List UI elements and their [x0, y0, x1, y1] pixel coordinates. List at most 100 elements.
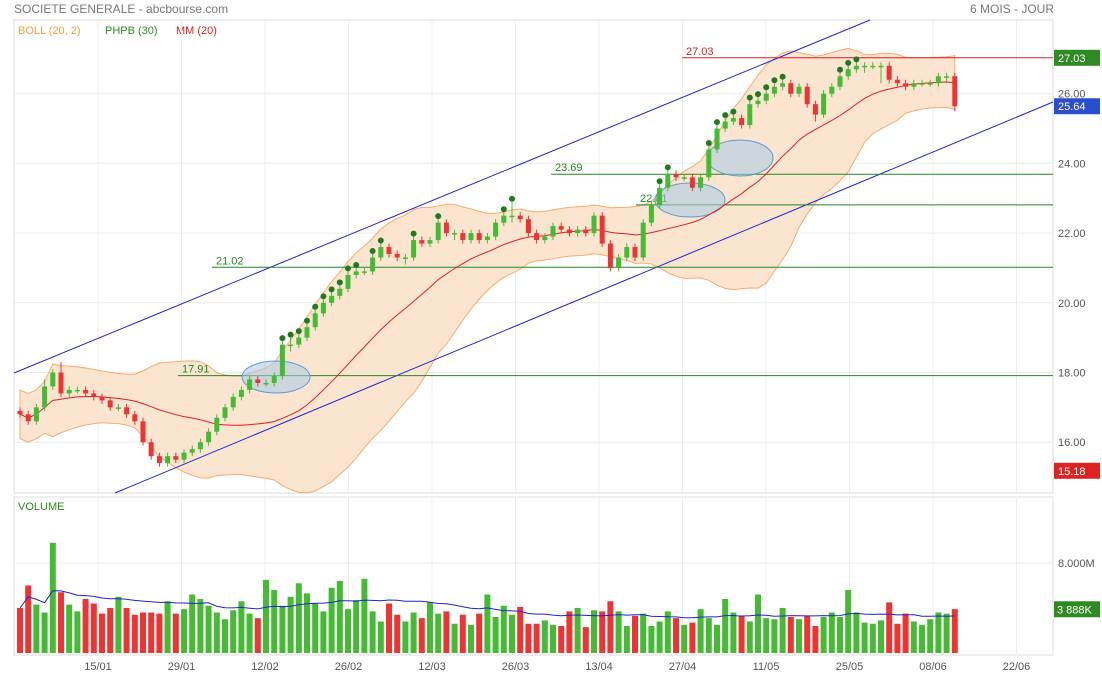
volume-bar — [533, 623, 540, 653]
x-tick-label: 26/03 — [502, 661, 530, 673]
volume-bar — [738, 615, 745, 653]
candle-body — [165, 456, 171, 464]
candle-body — [197, 442, 203, 450]
candle-body — [878, 65, 884, 68]
candle-body — [320, 302, 326, 314]
volume-bar — [361, 578, 368, 653]
volume-bar — [328, 587, 335, 653]
volume-bar — [213, 612, 220, 653]
candle-body — [812, 104, 818, 115]
volume-bar — [714, 624, 720, 653]
candle-body — [804, 86, 810, 105]
candle-body — [222, 407, 228, 418]
candle-body — [443, 222, 449, 234]
candle-body — [107, 400, 113, 408]
volume-bar — [123, 608, 130, 653]
candle-body — [837, 76, 843, 87]
volume-bar — [74, 611, 81, 653]
volume-bar — [386, 603, 392, 653]
candle-body — [25, 414, 31, 422]
volume-bar — [66, 604, 73, 653]
candle-body — [821, 93, 827, 115]
candle-body — [394, 254, 400, 258]
candle-body — [730, 118, 736, 122]
volume-bar — [951, 609, 958, 653]
candle-body — [296, 337, 302, 345]
volume-bar — [140, 612, 146, 653]
volume-bar — [673, 618, 679, 653]
volume-average-line — [19, 590, 955, 619]
volume-bar — [443, 611, 450, 653]
candle-body — [140, 421, 146, 443]
candle-body — [427, 240, 433, 244]
price-tick-label: 16.00 — [1058, 437, 1086, 449]
x-tick-label: 26/02 — [335, 661, 363, 673]
volume-bar — [90, 603, 97, 653]
candle-body — [952, 76, 958, 107]
volume-bar — [812, 626, 819, 653]
candle-body — [271, 375, 277, 383]
candle-body — [132, 414, 138, 422]
candle-body — [353, 271, 359, 275]
volume-bar — [17, 608, 23, 653]
volume-bar — [107, 608, 114, 653]
volume-bar — [451, 623, 458, 653]
candle-body — [771, 86, 777, 94]
volume-bar — [615, 611, 622, 653]
x-tick-label: 11/05 — [753, 661, 780, 673]
x-tick-label: 12/02 — [251, 661, 279, 673]
volume-bar — [664, 611, 671, 653]
candle-body — [148, 442, 154, 457]
candle-body — [927, 83, 933, 85]
candle-body — [476, 233, 482, 241]
candles — [17, 62, 958, 467]
candle-body — [599, 215, 605, 244]
volume-bar — [197, 599, 204, 653]
candle-body — [42, 386, 48, 408]
volume-bar — [648, 626, 655, 653]
volume-bar — [746, 621, 753, 653]
volume-bar — [550, 624, 556, 653]
volume-bar — [582, 627, 589, 653]
volume-bar — [861, 622, 868, 653]
phpb-high-dot — [287, 331, 294, 338]
level-label: 17.91 — [182, 364, 210, 376]
candle-body — [238, 389, 244, 397]
candle-body — [279, 344, 285, 376]
candle-body — [468, 233, 474, 241]
volume-bar — [681, 624, 688, 653]
candle-body — [788, 83, 794, 94]
candle-body — [402, 257, 408, 259]
volume-bar — [935, 612, 942, 653]
candle-body — [575, 229, 581, 234]
volume-bar — [787, 617, 794, 653]
candle-body — [509, 215, 515, 218]
volume-tick-label: 8.000M — [1058, 558, 1095, 570]
phpb-high-dot — [377, 237, 384, 244]
volume-bar — [33, 604, 40, 653]
volume-bar — [115, 596, 122, 653]
volume-bar — [476, 613, 483, 653]
price-tag — [1054, 98, 1100, 115]
volume-bar — [517, 606, 524, 653]
candle-body — [648, 205, 654, 223]
candle-body — [607, 243, 613, 268]
volume-bar — [181, 609, 187, 653]
candle-body — [829, 86, 835, 94]
phpb-high-dot — [746, 94, 753, 101]
volume-bar — [845, 590, 852, 653]
price-tick-label: 24.00 — [1058, 158, 1086, 170]
candle-body — [484, 236, 490, 241]
candle-body — [935, 76, 941, 84]
volume-bar — [484, 594, 491, 653]
volume-bar — [279, 605, 286, 653]
candle-body — [91, 393, 97, 397]
volume-bar — [410, 612, 417, 653]
volume-bar — [566, 611, 573, 653]
grid — [14, 20, 1053, 655]
price-tag-label: 27.03 — [1058, 53, 1086, 65]
candle-body — [525, 219, 531, 234]
volume-bar — [82, 599, 89, 653]
volume-bar — [131, 614, 138, 653]
